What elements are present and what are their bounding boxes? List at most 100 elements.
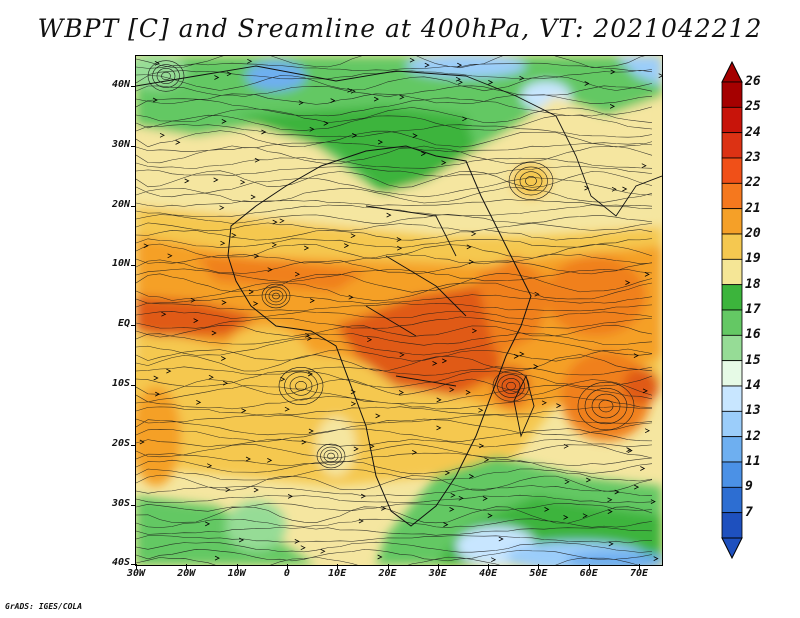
north-blue-patch-1 [246,61,306,91]
coastlines [136,65,662,527]
vortex-ring [525,176,537,186]
vortex-ring [278,366,324,405]
lon-label: 30W [126,568,146,579]
vortex-ring [156,68,176,84]
vortex-ring [598,399,614,413]
red-orange-east [623,368,659,404]
south-green-light [226,501,286,551]
colorbar-label: 21 [745,200,761,216]
map-field-svg [136,56,662,565]
lon-label: 30E [428,568,447,579]
red-orange-west [136,296,256,336]
lon-tick [337,564,339,569]
lon-label: 20W [177,568,196,579]
map-area [135,55,663,566]
lon-tick [437,564,439,569]
vortex-ring [272,292,280,300]
orange-southwest-edge [136,386,181,486]
orange-band-west [196,256,366,291]
lat-label: EQ [117,318,130,330]
colorbar-swatch [721,436,743,463]
colorbar-label: 23 [745,150,761,165]
lon-label: 70E [629,568,649,579]
lon-label: 40E [479,568,498,579]
lon-tick [186,564,188,569]
arabia-coastline [465,75,662,217]
lat-label: 30N [111,138,130,150]
colorbar-label: 9 [745,479,753,495]
lat-label: 10S [111,378,130,389]
vortex-ring [261,283,291,309]
lat-label: 40S [111,557,130,569]
colorbar-label: 22 [745,175,761,191]
vortex-ring [327,452,335,460]
vortex-ring [265,286,287,306]
cream-southwest-swirl [316,416,356,476]
lon-label: 50E [529,568,548,579]
lat-tick [131,145,136,147]
yellow-swirl-west [216,326,316,426]
vortex-ring [514,166,548,196]
vortex-ring [501,378,521,394]
lon-tick [136,564,137,569]
colorbar-swatch [721,309,743,336]
colorbar-swatch [721,208,743,235]
vortex-ring [295,381,307,391]
lon-label: 10W [227,568,246,579]
colorbar-swatch [721,81,743,108]
lat-tick [131,504,136,506]
lat-tick [131,444,136,446]
lat-tick [131,325,136,327]
colorbar-swatch [721,106,743,134]
chart-title: WBPT [C] and Sreamline at 400hPa, VT: 20… [37,14,763,43]
colorbar-label: 15 [745,352,761,368]
colorbar-swatch [721,258,743,286]
orange-east-1 [546,256,646,336]
mediterranean-coastline [136,65,467,87]
colorbar-swatch [721,410,743,438]
colorbar-swatch [721,360,743,387]
lat-label: 10N [111,258,130,270]
orange-central-east [476,256,556,356]
colorbar-swatch [721,334,743,362]
north-blue-patch-2 [406,56,526,78]
south-green-west [136,496,316,565]
nw-green-light [136,56,186,89]
colorbar-swatch [721,385,743,412]
south-blue-dark [566,551,662,565]
lat-tick [131,385,136,386]
vortex-ring [506,381,516,391]
lon-tick [488,564,490,569]
lon-tick [538,564,540,569]
madagascar-coastline [513,374,535,438]
lon-label: 60E [579,568,598,579]
colorbar-label: 7 [745,504,753,520]
vortex-ring [284,371,318,401]
vortex-ring [519,171,543,191]
lat-tick [131,86,136,87]
colorbar-swatch [721,512,743,539]
lat-label: 30S [111,497,130,509]
africa-coastline [227,145,532,527]
vortex-ring [323,449,339,463]
colorbar-top-arrow [721,60,743,83]
lon-tick [387,564,389,569]
lat-label: 20S [111,437,130,449]
vortex-ring [289,376,313,396]
colorbar-label: 25 [745,99,761,115]
colorbar-label: 24 [745,124,761,140]
vortex-ring [591,393,621,419]
vortex-ring [584,387,628,425]
lon-tick [236,564,238,569]
colorbar-label: 14 [745,378,761,393]
lat-tick [131,265,136,267]
vortex-ring [497,374,525,398]
streamline-arrowheads [139,57,662,563]
lon-label: 20E [378,568,397,579]
vortex-ring [161,71,171,81]
red-orange-central [336,286,516,396]
colorbar-label: 26 [745,74,761,89]
lon-tick [286,564,288,569]
lon-label: 0 [283,568,290,579]
colorbar-label: 16 [745,327,761,343]
